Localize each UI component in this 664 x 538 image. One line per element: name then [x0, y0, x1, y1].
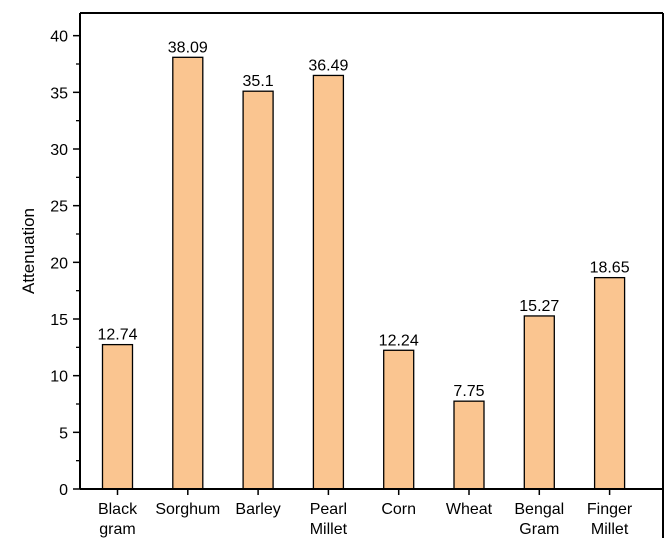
- data-label-2: 35.1: [243, 73, 274, 90]
- x-axis: Black gram Sorghum Barley Pearl Millet Corn Whe…: [80, 488, 663, 538]
- x-tick-label: Gram: [519, 521, 559, 538]
- x-tick-label: Sorghum: [155, 501, 220, 518]
- data-label-3: 36.49: [308, 57, 348, 74]
- y-tick-label: 35: [50, 85, 68, 102]
- bar-5: [453, 400, 485, 490]
- x-tick-label: Wheat: [446, 501, 493, 518]
- x-tick-label: Finger: [587, 501, 633, 518]
- bar-0: [101, 343, 134, 490]
- x-tick-label: Millet: [591, 521, 629, 538]
- y-tick-label: 15: [50, 312, 68, 329]
- bar-7: [593, 276, 626, 490]
- data-label-1: 38.09: [168, 39, 208, 56]
- bar-1: [172, 56, 204, 490]
- data-label-7: 18.65: [590, 260, 630, 277]
- y-tick-label: 40: [50, 29, 68, 46]
- y-tick-label: 30: [50, 142, 68, 159]
- x-tick-label: Millet: [310, 521, 348, 538]
- y-tick-label: 20: [50, 255, 68, 272]
- data-label-0: 12.74: [97, 327, 137, 344]
- bar-4: [383, 349, 415, 490]
- y-tick-label: 5: [59, 425, 68, 442]
- x-tick-label: Pearl: [310, 501, 347, 518]
- bar-2: [242, 90, 274, 490]
- bar-3: [312, 74, 345, 490]
- x-tick-label: Black: [98, 501, 138, 518]
- y-axis-title: Attenuation: [19, 208, 38, 294]
- x-tick-label: Corn: [381, 501, 416, 518]
- y-axis: 0 5 10 15 20 25 30 35 40: [50, 13, 81, 499]
- plot-frame: [80, 12, 664, 538]
- data-label-5: 7.75: [453, 383, 484, 400]
- x-tick-label: Bengal: [514, 501, 564, 518]
- data-label-6: 15.27: [519, 298, 559, 315]
- data-label-4: 12.24: [379, 332, 419, 349]
- x-tick-label: gram: [99, 521, 135, 538]
- x-tick-label: Barley: [235, 501, 280, 518]
- bar-6: [523, 315, 555, 490]
- bars-group: 12.74 38.09 35.1 36.49 12.24 7.75 15.27 18.65: [97, 39, 630, 490]
- y-tick-label: 0: [59, 482, 68, 499]
- y-tick-label: 10: [50, 369, 68, 386]
- y-tick-label: 25: [50, 199, 68, 216]
